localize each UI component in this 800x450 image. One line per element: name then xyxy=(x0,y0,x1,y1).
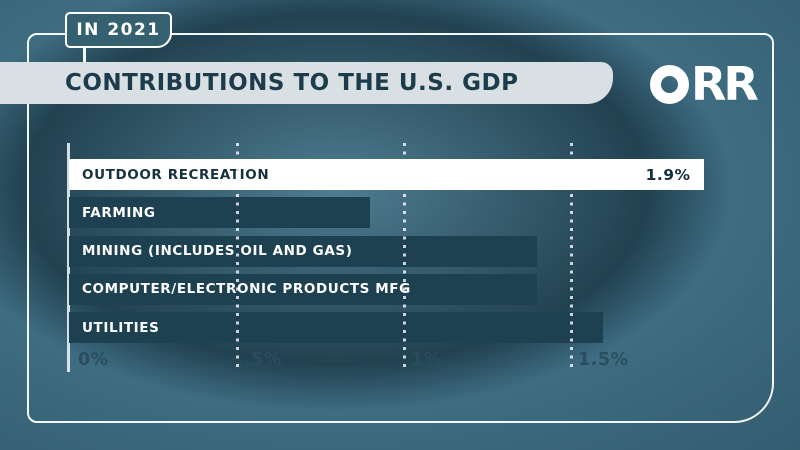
bar-label: MINING (INCLUDES OIL AND GAS) xyxy=(82,243,353,259)
x-tick-label: .5% xyxy=(244,350,282,370)
badge-connector-line xyxy=(83,46,86,64)
bar-row: UTILITIES xyxy=(69,312,604,343)
bar-row: FARMING xyxy=(69,197,370,229)
gridline-1% xyxy=(403,143,406,372)
bar-value-label: 1.9% xyxy=(645,165,691,184)
frame-border xyxy=(27,33,774,423)
bar-row: OUTDOOR RECREATION 1.9% xyxy=(69,159,704,190)
page-title: CONTRIBUTIONS TO THE U.S. GDP xyxy=(65,70,519,96)
orr-logo-rr-text: RR xyxy=(691,57,759,111)
x-tick-label: 1.5% xyxy=(578,350,629,370)
year-badge-label: IN 2021 xyxy=(76,20,161,40)
bar-label: OUTDOOR RECREATION xyxy=(82,166,270,183)
bar-label: FARMING xyxy=(82,204,156,221)
gridline-1.5% xyxy=(570,143,573,372)
gridline-.5% xyxy=(236,143,239,372)
orr-logo-o-icon xyxy=(650,64,689,104)
title-banner: CONTRIBUTIONS TO THE U.S. GDP xyxy=(0,62,613,104)
orr-logo: RR xyxy=(650,57,759,111)
y-axis-line xyxy=(66,143,70,372)
bar-label: UTILITIES xyxy=(82,319,160,336)
x-tick-label: 0% xyxy=(78,350,109,370)
x-tick-label: 1% xyxy=(411,350,442,370)
bar-label: COMPUTER/ELECTRONIC PRODUCTS MFG xyxy=(82,281,411,298)
bar-row: MINING (INCLUDES OIL AND GAS) xyxy=(69,235,537,267)
bar-row: COMPUTER/ELECTRONIC PRODUCTS MFG xyxy=(69,273,537,305)
year-badge: IN 2021 xyxy=(65,12,172,48)
